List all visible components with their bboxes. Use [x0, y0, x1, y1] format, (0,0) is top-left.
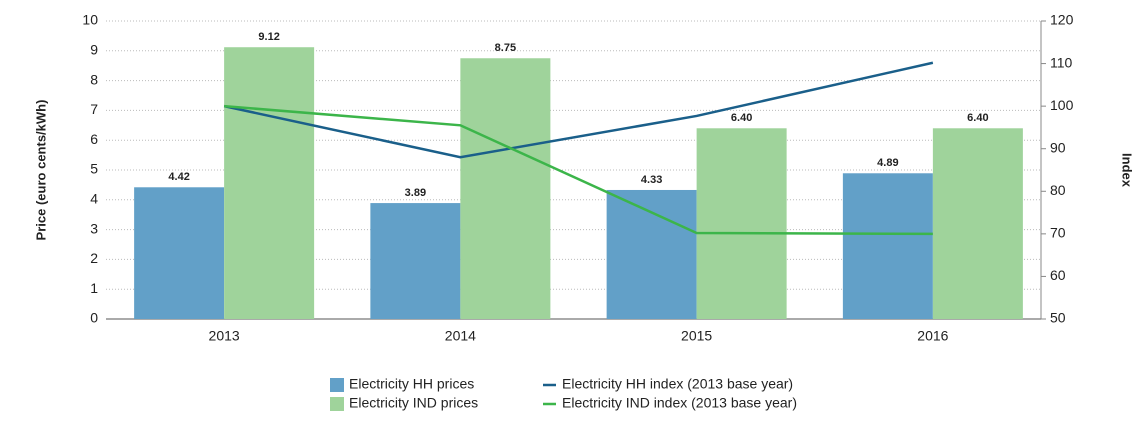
y2-tick-label: 100 — [1050, 97, 1074, 113]
y2-tick-label: 60 — [1050, 267, 1066, 283]
value-label: 4.89 — [877, 157, 898, 169]
value-label: 3.89 — [405, 187, 426, 199]
y-tick-label: 8 — [90, 71, 98, 87]
x-tick-label: 2014 — [445, 328, 476, 344]
y-tick-label: 7 — [90, 101, 98, 117]
y2-tick-label: 110 — [1050, 54, 1073, 70]
y2-tick-label: 90 — [1050, 139, 1066, 155]
y-tick-label: 10 — [82, 12, 98, 28]
legend-label: Electricity IND index (2013 base year) — [562, 395, 797, 411]
y-axis-label: Price (euro cents/kWh) — [33, 100, 48, 241]
value-label: 8.75 — [495, 42, 516, 54]
legend-label: Electricity HH index (2013 base year) — [562, 376, 793, 392]
y2-tick-label: 120 — [1050, 12, 1074, 28]
value-label: 4.42 — [168, 171, 189, 183]
value-label: 4.33 — [641, 174, 662, 186]
y-tick-label: 0 — [90, 310, 98, 326]
line — [223, 61, 934, 159]
x-tick-label: 2016 — [917, 328, 948, 344]
legend-label: Electricity HH prices — [349, 376, 474, 392]
legend-swatch — [330, 397, 344, 411]
bar — [696, 128, 787, 319]
y-tick-label: 4 — [90, 191, 98, 207]
bar — [134, 187, 225, 319]
bar — [460, 58, 551, 319]
y-tick-label: 3 — [90, 220, 98, 236]
bar — [606, 189, 697, 319]
y2-tick-label: 50 — [1050, 310, 1066, 326]
y2-tick-label: 70 — [1050, 225, 1066, 241]
x-tick-label: 2015 — [681, 328, 712, 344]
x-tick-label: 2013 — [209, 328, 240, 344]
legend-swatch — [330, 378, 344, 392]
y-tick-label: 6 — [90, 131, 98, 147]
value-label: 6.40 — [731, 112, 752, 124]
y-tick-label: 9 — [90, 42, 98, 58]
y2-axis-label: Index — [1120, 153, 1135, 188]
bar — [370, 203, 461, 319]
bar — [932, 128, 1023, 319]
y-tick-label: 1 — [90, 280, 98, 296]
bar — [842, 173, 933, 319]
y-tick-label: 2 — [90, 250, 98, 266]
value-label: 6.40 — [967, 112, 988, 124]
y2-tick-label: 80 — [1050, 182, 1066, 198]
value-label: 9.12 — [258, 31, 279, 43]
y-tick-label: 5 — [90, 161, 98, 177]
bar — [224, 47, 315, 319]
line — [224, 104, 933, 236]
legend-label: Electricity IND prices — [349, 395, 478, 411]
